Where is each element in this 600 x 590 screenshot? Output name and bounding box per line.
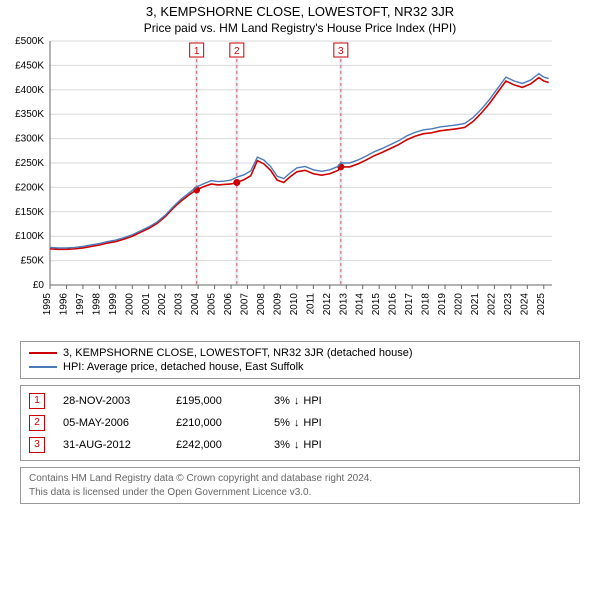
- svg-text:2011: 2011: [305, 293, 316, 315]
- arrow-down-icon: ↓: [294, 439, 300, 451]
- svg-text:1999: 1999: [108, 293, 119, 316]
- svg-text:2014: 2014: [355, 293, 366, 316]
- sale-row: 1 28-NOV-2003 £195,000 3% ↓HPI: [29, 390, 571, 412]
- arrow-down-icon: ↓: [294, 417, 300, 429]
- sales-table: 128-NOV-2003£195,0003%↓HPI205-MAY-2006£2…: [20, 385, 580, 461]
- svg-text:2024: 2024: [519, 293, 530, 316]
- svg-text:2019: 2019: [437, 293, 448, 316]
- svg-text:2007: 2007: [240, 293, 251, 316]
- svg-text:2021: 2021: [470, 293, 481, 316]
- chart-svg: £0 £50K £100K £150K £200K £250K £300K £350K £400…: [0, 35, 560, 335]
- svg-text:1: 1: [194, 46, 200, 57]
- sale-price: £210,000: [176, 417, 256, 429]
- svg-text:2009: 2009: [272, 293, 283, 316]
- sale-diff-pct: 3%: [274, 439, 290, 451]
- svg-text:2022: 2022: [486, 293, 497, 316]
- svg-text:2025: 2025: [536, 293, 547, 316]
- footer-line-2: This data is licensed under the Open Gov…: [29, 486, 571, 500]
- svg-text:2016: 2016: [388, 293, 399, 316]
- svg-text:£200K: £200K: [15, 182, 44, 193]
- sale-marker: 3: [29, 437, 45, 453]
- sale-diff-vs: HPI: [303, 439, 321, 451]
- sale-date: 28-NOV-2003: [63, 395, 158, 407]
- sale-date: 31-AUG-2012: [63, 439, 158, 451]
- svg-text:2005: 2005: [207, 293, 218, 316]
- svg-text:2018: 2018: [421, 293, 432, 316]
- svg-text:2004: 2004: [190, 293, 201, 316]
- svg-text:2006: 2006: [223, 293, 234, 316]
- svg-text:2: 2: [234, 46, 240, 57]
- svg-text:2003: 2003: [174, 293, 185, 316]
- sale-marker: 2: [29, 415, 45, 431]
- sale-row: 2 05-MAY-2006 £210,000 5% ↓HPI: [29, 412, 571, 434]
- sale-date: 05-MAY-2006: [63, 417, 158, 429]
- svg-text:2023: 2023: [503, 293, 514, 316]
- legend-swatch: [29, 352, 57, 354]
- legend: 3, KEMPSHORNE CLOSE, LOWESTOFT, NR32 3JR…: [20, 341, 580, 379]
- sale-row: 3 31-AUG-2012 £242,000 3% ↓HPI: [29, 434, 571, 456]
- svg-text:2015: 2015: [371, 293, 382, 316]
- sale-price: £242,000: [176, 439, 256, 451]
- svg-text:1996: 1996: [58, 293, 69, 316]
- svg-text:£450K: £450K: [15, 60, 44, 71]
- sale-diff-pct: 5%: [274, 417, 290, 429]
- sale-diff-pct: 3%: [274, 395, 290, 407]
- legend-label: 3, KEMPSHORNE CLOSE, LOWESTOFT, NR32 3JR…: [63, 347, 412, 359]
- svg-text:£150K: £150K: [15, 207, 44, 218]
- footer-line-1: Contains HM Land Registry data © Crown c…: [29, 472, 571, 486]
- sale-diff: 3% ↓HPI: [274, 439, 322, 451]
- svg-text:2001: 2001: [141, 293, 152, 316]
- svg-text:2020: 2020: [453, 293, 464, 316]
- legend-swatch: [29, 366, 57, 368]
- svg-text:£0: £0: [33, 280, 45, 291]
- svg-text:£100K: £100K: [15, 231, 44, 242]
- arrow-down-icon: ↓: [294, 395, 300, 407]
- svg-text:2008: 2008: [256, 293, 267, 316]
- svg-text:£300K: £300K: [15, 134, 44, 145]
- svg-text:1997: 1997: [75, 293, 86, 316]
- sale-diff-vs: HPI: [303, 395, 321, 407]
- sale-marker: 1: [29, 393, 45, 409]
- sale-diff: 3% ↓HPI: [274, 395, 322, 407]
- svg-text:£250K: £250K: [15, 158, 44, 169]
- svg-text:1995: 1995: [42, 293, 53, 316]
- svg-text:2013: 2013: [338, 293, 349, 316]
- svg-text:£350K: £350K: [15, 109, 44, 120]
- svg-text:£50K: £50K: [21, 256, 45, 267]
- svg-text:£500K: £500K: [15, 36, 44, 47]
- legend-label: HPI: Average price, detached house, East…: [63, 361, 304, 373]
- chart-title: 3, KEMPSHORNE CLOSE, LOWESTOFT, NR32 3JR: [0, 0, 600, 19]
- sale-diff: 5% ↓HPI: [274, 417, 322, 429]
- chart-subtitle: Price paid vs. HM Land Registry's House …: [0, 21, 600, 35]
- svg-text:2002: 2002: [157, 293, 168, 316]
- svg-text:£400K: £400K: [15, 85, 44, 96]
- svg-text:2017: 2017: [404, 293, 415, 316]
- data-attribution: Contains HM Land Registry data © Crown c…: [20, 467, 580, 504]
- svg-text:3: 3: [338, 46, 344, 57]
- svg-text:2012: 2012: [322, 293, 333, 316]
- sale-price: £195,000: [176, 395, 256, 407]
- chart: £0 £50K £100K £150K £200K £250K £300K £350K £400…: [0, 35, 600, 335]
- legend-item: 3, KEMPSHORNE CLOSE, LOWESTOFT, NR32 3JR…: [29, 346, 571, 360]
- sale-diff-vs: HPI: [303, 417, 321, 429]
- svg-text:1998: 1998: [91, 293, 102, 316]
- legend-item: HPI: Average price, detached house, East…: [29, 360, 571, 374]
- svg-text:2000: 2000: [124, 293, 135, 316]
- svg-text:2010: 2010: [289, 293, 300, 316]
